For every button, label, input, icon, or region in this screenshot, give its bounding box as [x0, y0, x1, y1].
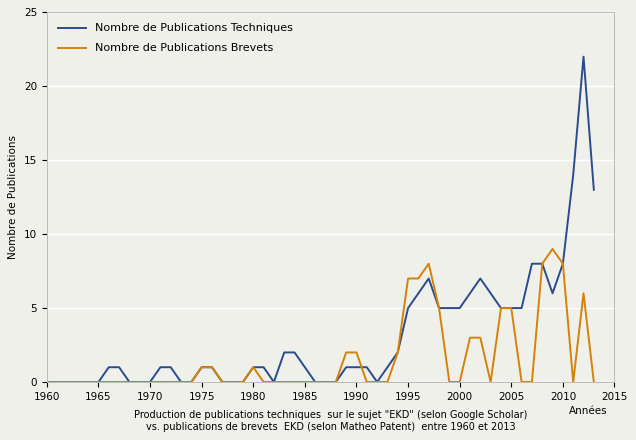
Nombre de Publications Brevets: [590, 379, 598, 385]
Nombre de Publications Brevets: [363, 379, 371, 385]
Text: Années: Années: [569, 407, 607, 416]
X-axis label: Production de publications techniques  sur le sujet "EKD" (selon Google Scholar): Production de publications techniques su…: [134, 410, 527, 432]
Nombre de Publications Techniques: [590, 187, 598, 192]
Nombre de Publications Techniques: [363, 365, 371, 370]
Nombre de Publications Brevets: [549, 246, 556, 252]
Y-axis label: Nombre de Publications: Nombre de Publications: [8, 135, 18, 259]
Nombre de Publications Brevets: [249, 365, 257, 370]
Legend: Nombre de Publications Techniques, Nombre de Publications Brevets: Nombre de Publications Techniques, Nombr…: [52, 18, 298, 59]
Nombre de Publications Brevets: [373, 379, 381, 385]
Nombre de Publications Techniques: [43, 379, 51, 385]
Nombre de Publications Techniques: [136, 379, 144, 385]
Nombre de Publications Techniques: [342, 365, 350, 370]
Nombre de Publications Techniques: [249, 365, 257, 370]
Nombre de Publications Techniques: [415, 291, 422, 296]
Nombre de Publications Brevets: [136, 379, 144, 385]
Line: Nombre de Publications Brevets: Nombre de Publications Brevets: [47, 249, 594, 382]
Nombre de Publications Techniques: [579, 54, 587, 59]
Nombre de Publications Brevets: [342, 350, 350, 355]
Nombre de Publications Brevets: [415, 276, 422, 281]
Line: Nombre de Publications Techniques: Nombre de Publications Techniques: [47, 57, 594, 382]
Nombre de Publications Techniques: [373, 379, 381, 385]
Nombre de Publications Brevets: [43, 379, 51, 385]
